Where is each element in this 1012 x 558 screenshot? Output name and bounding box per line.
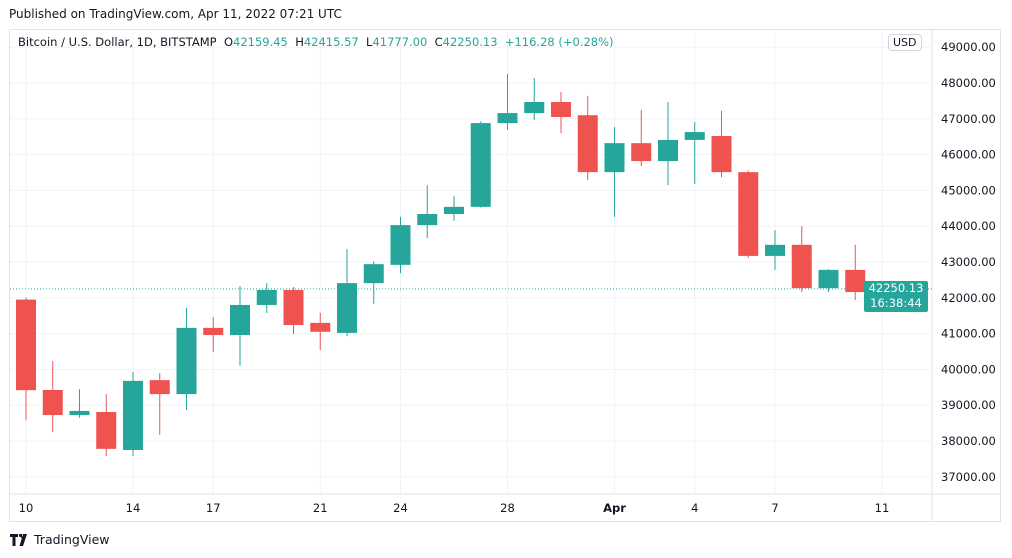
candle-body <box>123 380 143 450</box>
low-value: 41777.00 <box>372 35 428 49</box>
y-tick-label: 39000.00 <box>941 398 996 412</box>
y-tick-label: 49000.00 <box>941 40 996 54</box>
candle-body <box>256 289 277 305</box>
candle-body <box>604 143 625 173</box>
x-tick-label: 4 <box>691 501 698 515</box>
candle-body <box>497 113 518 124</box>
x-tick-label: 28 <box>500 501 515 515</box>
y-tick-label: 37000.00 <box>941 470 996 484</box>
y-tick-label: 45000.00 <box>941 183 996 197</box>
tradingview-logo: TradingView <box>10 532 110 547</box>
y-tick-label: 40000.00 <box>941 362 996 376</box>
candle-body <box>16 299 36 391</box>
candle-body <box>176 327 197 395</box>
candle-body <box>658 139 678 162</box>
x-tick-label: 11 <box>875 501 890 515</box>
candle-body <box>470 123 491 207</box>
candle-body <box>149 380 170 395</box>
ohlc-legend: Bitcoin / U.S. Dollar, 1D, BITSTAMP O421… <box>18 35 614 49</box>
currency-button[interactable]: USD <box>888 34 922 51</box>
close-label: C <box>434 35 443 49</box>
candle-body <box>417 214 438 226</box>
x-tick-label: 17 <box>206 501 221 515</box>
candle-body <box>738 172 759 256</box>
candle-body <box>337 283 357 333</box>
candle-body <box>551 101 571 118</box>
candle-body <box>310 322 331 332</box>
high-value: 42415.57 <box>303 35 359 49</box>
x-tick-label: 24 <box>393 501 408 515</box>
chart-frame <box>9 29 1001 522</box>
candle-body <box>524 101 545 114</box>
last-price: 42250.13 <box>868 281 924 295</box>
change-value: +116.28 (+0.28%) <box>504 35 614 49</box>
x-tick-label: Apr <box>603 501 626 515</box>
y-tick-label: 38000.00 <box>941 434 996 448</box>
y-tick-label: 42000.00 <box>941 291 996 305</box>
candle-body <box>845 269 866 293</box>
candle-body <box>96 412 117 449</box>
candle-body <box>69 410 90 416</box>
candle-body <box>444 206 464 215</box>
candle-body <box>791 244 812 289</box>
candle-body <box>631 143 652 162</box>
x-tick-label: 14 <box>126 501 141 515</box>
open-label: O <box>223 35 233 49</box>
last-price-label: 42250.13 16:38:44 <box>864 281 928 312</box>
candle-body <box>363 264 384 284</box>
y-tick-label: 47000.00 <box>941 112 996 126</box>
y-tick-label: 48000.00 <box>941 76 996 90</box>
published-note: Published on TradingView.com, Apr 11, 20… <box>9 7 342 21</box>
candle-body <box>765 244 785 256</box>
candle-body <box>42 389 63 416</box>
brand-name: TradingView <box>34 532 110 547</box>
symbol-title: Bitcoin / U.S. Dollar, 1D, BITSTAMP <box>18 35 217 49</box>
x-tick-label: 7 <box>771 501 778 515</box>
candle-body <box>711 135 732 173</box>
open-value: 42159.45 <box>233 35 288 49</box>
candle-body <box>684 132 705 140</box>
y-tick-label: 43000.00 <box>941 255 996 269</box>
candle-body <box>283 289 304 326</box>
candle-body <box>203 327 224 336</box>
candle-body <box>230 304 250 336</box>
y-tick-label: 41000.00 <box>941 327 996 341</box>
x-tick-label: 21 <box>313 501 328 515</box>
y-tick-label: 46000.00 <box>941 148 996 162</box>
high-label: H <box>295 35 304 49</box>
low-label: L <box>366 35 373 49</box>
candle-body <box>390 225 411 265</box>
bar-countdown: 16:38:44 <box>870 296 922 310</box>
candle-body <box>577 115 598 173</box>
x-tick-label: 10 <box>19 501 34 515</box>
close-value: 42250.13 <box>442 35 498 49</box>
y-tick-label: 44000.00 <box>941 219 996 233</box>
tradingview-logo-icon <box>10 533 27 546</box>
candle-body <box>818 269 839 289</box>
